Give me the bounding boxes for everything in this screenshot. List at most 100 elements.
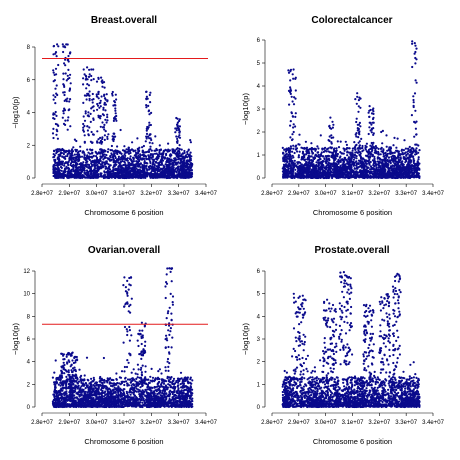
data-point <box>350 165 353 168</box>
data-point <box>330 170 333 173</box>
data-point <box>163 165 166 168</box>
data-point <box>64 155 67 158</box>
data-point <box>411 40 414 43</box>
points-group <box>281 40 421 180</box>
data-point <box>414 62 417 65</box>
data-point <box>411 65 414 69</box>
data-point <box>409 166 412 169</box>
data-point <box>336 140 339 143</box>
data-point <box>368 121 371 124</box>
data-point <box>316 176 319 179</box>
data-point <box>52 69 55 72</box>
data-point <box>102 158 105 161</box>
data-point <box>292 126 295 129</box>
data-point <box>291 115 294 118</box>
data-point <box>351 149 354 152</box>
data-point <box>169 159 172 162</box>
data-point <box>63 93 66 97</box>
data-point <box>368 109 371 112</box>
data-point <box>166 163 169 167</box>
data-point <box>83 73 86 76</box>
data-point <box>371 117 375 121</box>
data-point <box>414 168 417 171</box>
data-point <box>79 165 82 168</box>
data-point <box>149 160 152 163</box>
data-point <box>101 85 104 88</box>
data-point <box>104 162 107 166</box>
data-point <box>381 160 384 164</box>
data-point <box>72 146 75 149</box>
y-tick-label: 0 <box>27 176 31 182</box>
data-point <box>367 111 370 114</box>
data-point <box>326 163 329 166</box>
data-point <box>392 175 395 178</box>
data-point <box>176 169 179 172</box>
data-point <box>414 127 417 130</box>
data-point <box>72 163 75 166</box>
data-point <box>323 176 326 180</box>
data-point <box>417 151 420 154</box>
data-point <box>159 148 162 152</box>
data-point <box>99 105 102 108</box>
data-point <box>410 153 413 156</box>
data-point <box>144 171 147 174</box>
data-point <box>414 44 417 47</box>
data-point <box>404 147 407 150</box>
data-point <box>68 176 71 179</box>
data-point <box>68 89 71 92</box>
data-point <box>331 120 334 123</box>
data-point <box>178 144 181 147</box>
data-point <box>141 146 144 149</box>
data-point <box>137 164 140 167</box>
data-point <box>352 158 355 161</box>
data-point <box>149 173 152 176</box>
data-point <box>52 113 55 116</box>
data-point <box>176 167 179 170</box>
data-point <box>411 42 414 45</box>
data-point <box>389 159 392 162</box>
data-point <box>60 162 63 165</box>
data-point <box>92 78 95 81</box>
data-point <box>86 83 89 86</box>
data-point <box>124 176 127 179</box>
data-point <box>167 175 170 178</box>
data-point <box>114 109 117 112</box>
data-point <box>184 154 187 157</box>
data-point <box>127 161 130 164</box>
data-point <box>90 156 94 159</box>
data-point <box>183 164 186 167</box>
data-point <box>291 100 294 103</box>
data-point <box>62 78 65 81</box>
data-point <box>119 158 122 161</box>
x-tick-label: 3.0e+07 <box>86 191 109 197</box>
data-point <box>396 167 399 170</box>
data-point <box>125 151 128 154</box>
data-point <box>180 160 184 163</box>
data-point <box>355 151 358 154</box>
data-point <box>94 174 97 177</box>
data-point <box>329 172 332 175</box>
data-point <box>159 161 163 164</box>
data-point <box>115 98 118 101</box>
data-point <box>355 117 358 120</box>
data-point <box>101 137 104 141</box>
data-point <box>148 168 151 171</box>
data-point <box>95 80 99 83</box>
data-point <box>289 89 293 92</box>
data-point <box>88 94 91 97</box>
data-point <box>103 128 106 131</box>
data-point <box>67 163 70 167</box>
data-point <box>83 157 86 160</box>
data-point <box>61 148 64 152</box>
data-point <box>175 129 178 132</box>
data-point <box>103 138 106 141</box>
data-point <box>89 112 92 115</box>
data-point <box>294 174 297 177</box>
data-point <box>172 166 175 169</box>
data-point <box>168 149 171 152</box>
data-point <box>55 170 59 174</box>
data-point <box>357 136 360 139</box>
data-point <box>100 148 103 151</box>
data-point <box>367 166 370 169</box>
